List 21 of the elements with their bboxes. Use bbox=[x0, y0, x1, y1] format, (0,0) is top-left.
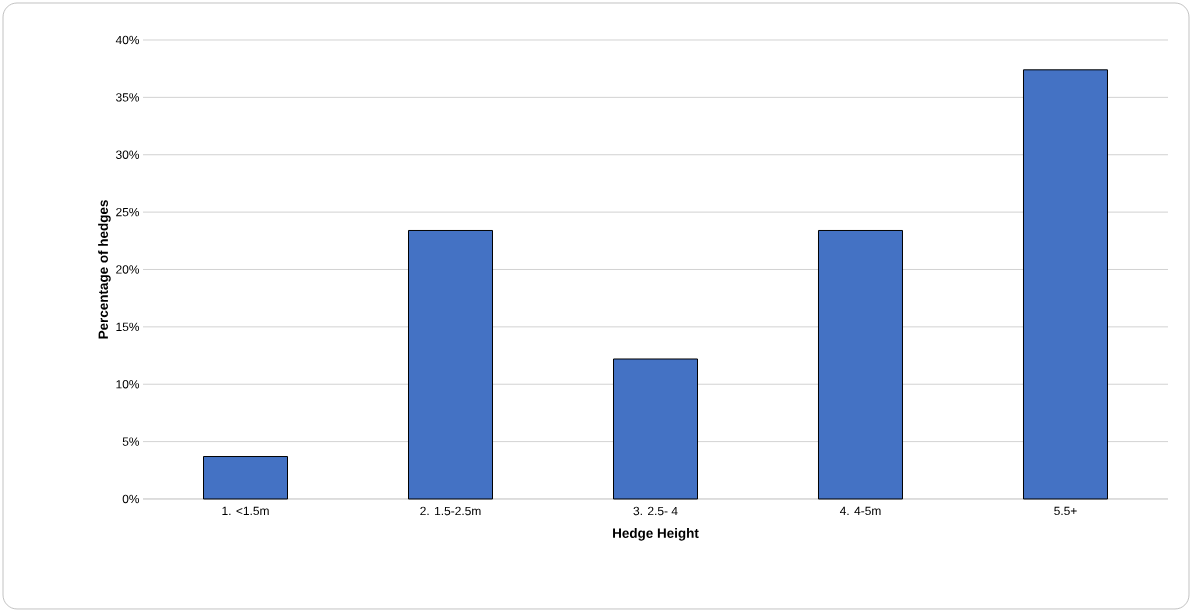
y-tick-label: 15% bbox=[116, 322, 140, 332]
y-axis-title: Percentage of hedges bbox=[98, 200, 111, 339]
y-tick-label: 5% bbox=[122, 437, 140, 446]
bar bbox=[818, 229, 903, 500]
x-tick-label: 3. 2.5- 4 bbox=[633, 506, 678, 516]
x-tick-label: 4. 4-5m bbox=[839, 506, 881, 516]
x-tick-label: 5.5+ bbox=[1054, 506, 1077, 516]
bar bbox=[613, 358, 698, 500]
bar bbox=[203, 456, 289, 500]
y-tick-label: 40% bbox=[115, 35, 140, 45]
bar bbox=[408, 229, 494, 500]
y-tick-label: 20% bbox=[116, 265, 140, 274]
y-tick-label: 0% bbox=[122, 494, 140, 504]
y-tick-label: 25% bbox=[116, 207, 140, 217]
x-tick-label: 1. <1.5m bbox=[222, 506, 269, 516]
y-tick-label: 30% bbox=[116, 150, 140, 159]
x-tick-label: 2. 1.5-2.5m bbox=[420, 506, 481, 516]
y-tick-label: 10% bbox=[116, 380, 140, 389]
bar bbox=[1023, 69, 1108, 500]
x-axis-title: Hedge Height bbox=[613, 528, 699, 541]
y-tick-label: 35% bbox=[116, 93, 140, 102]
